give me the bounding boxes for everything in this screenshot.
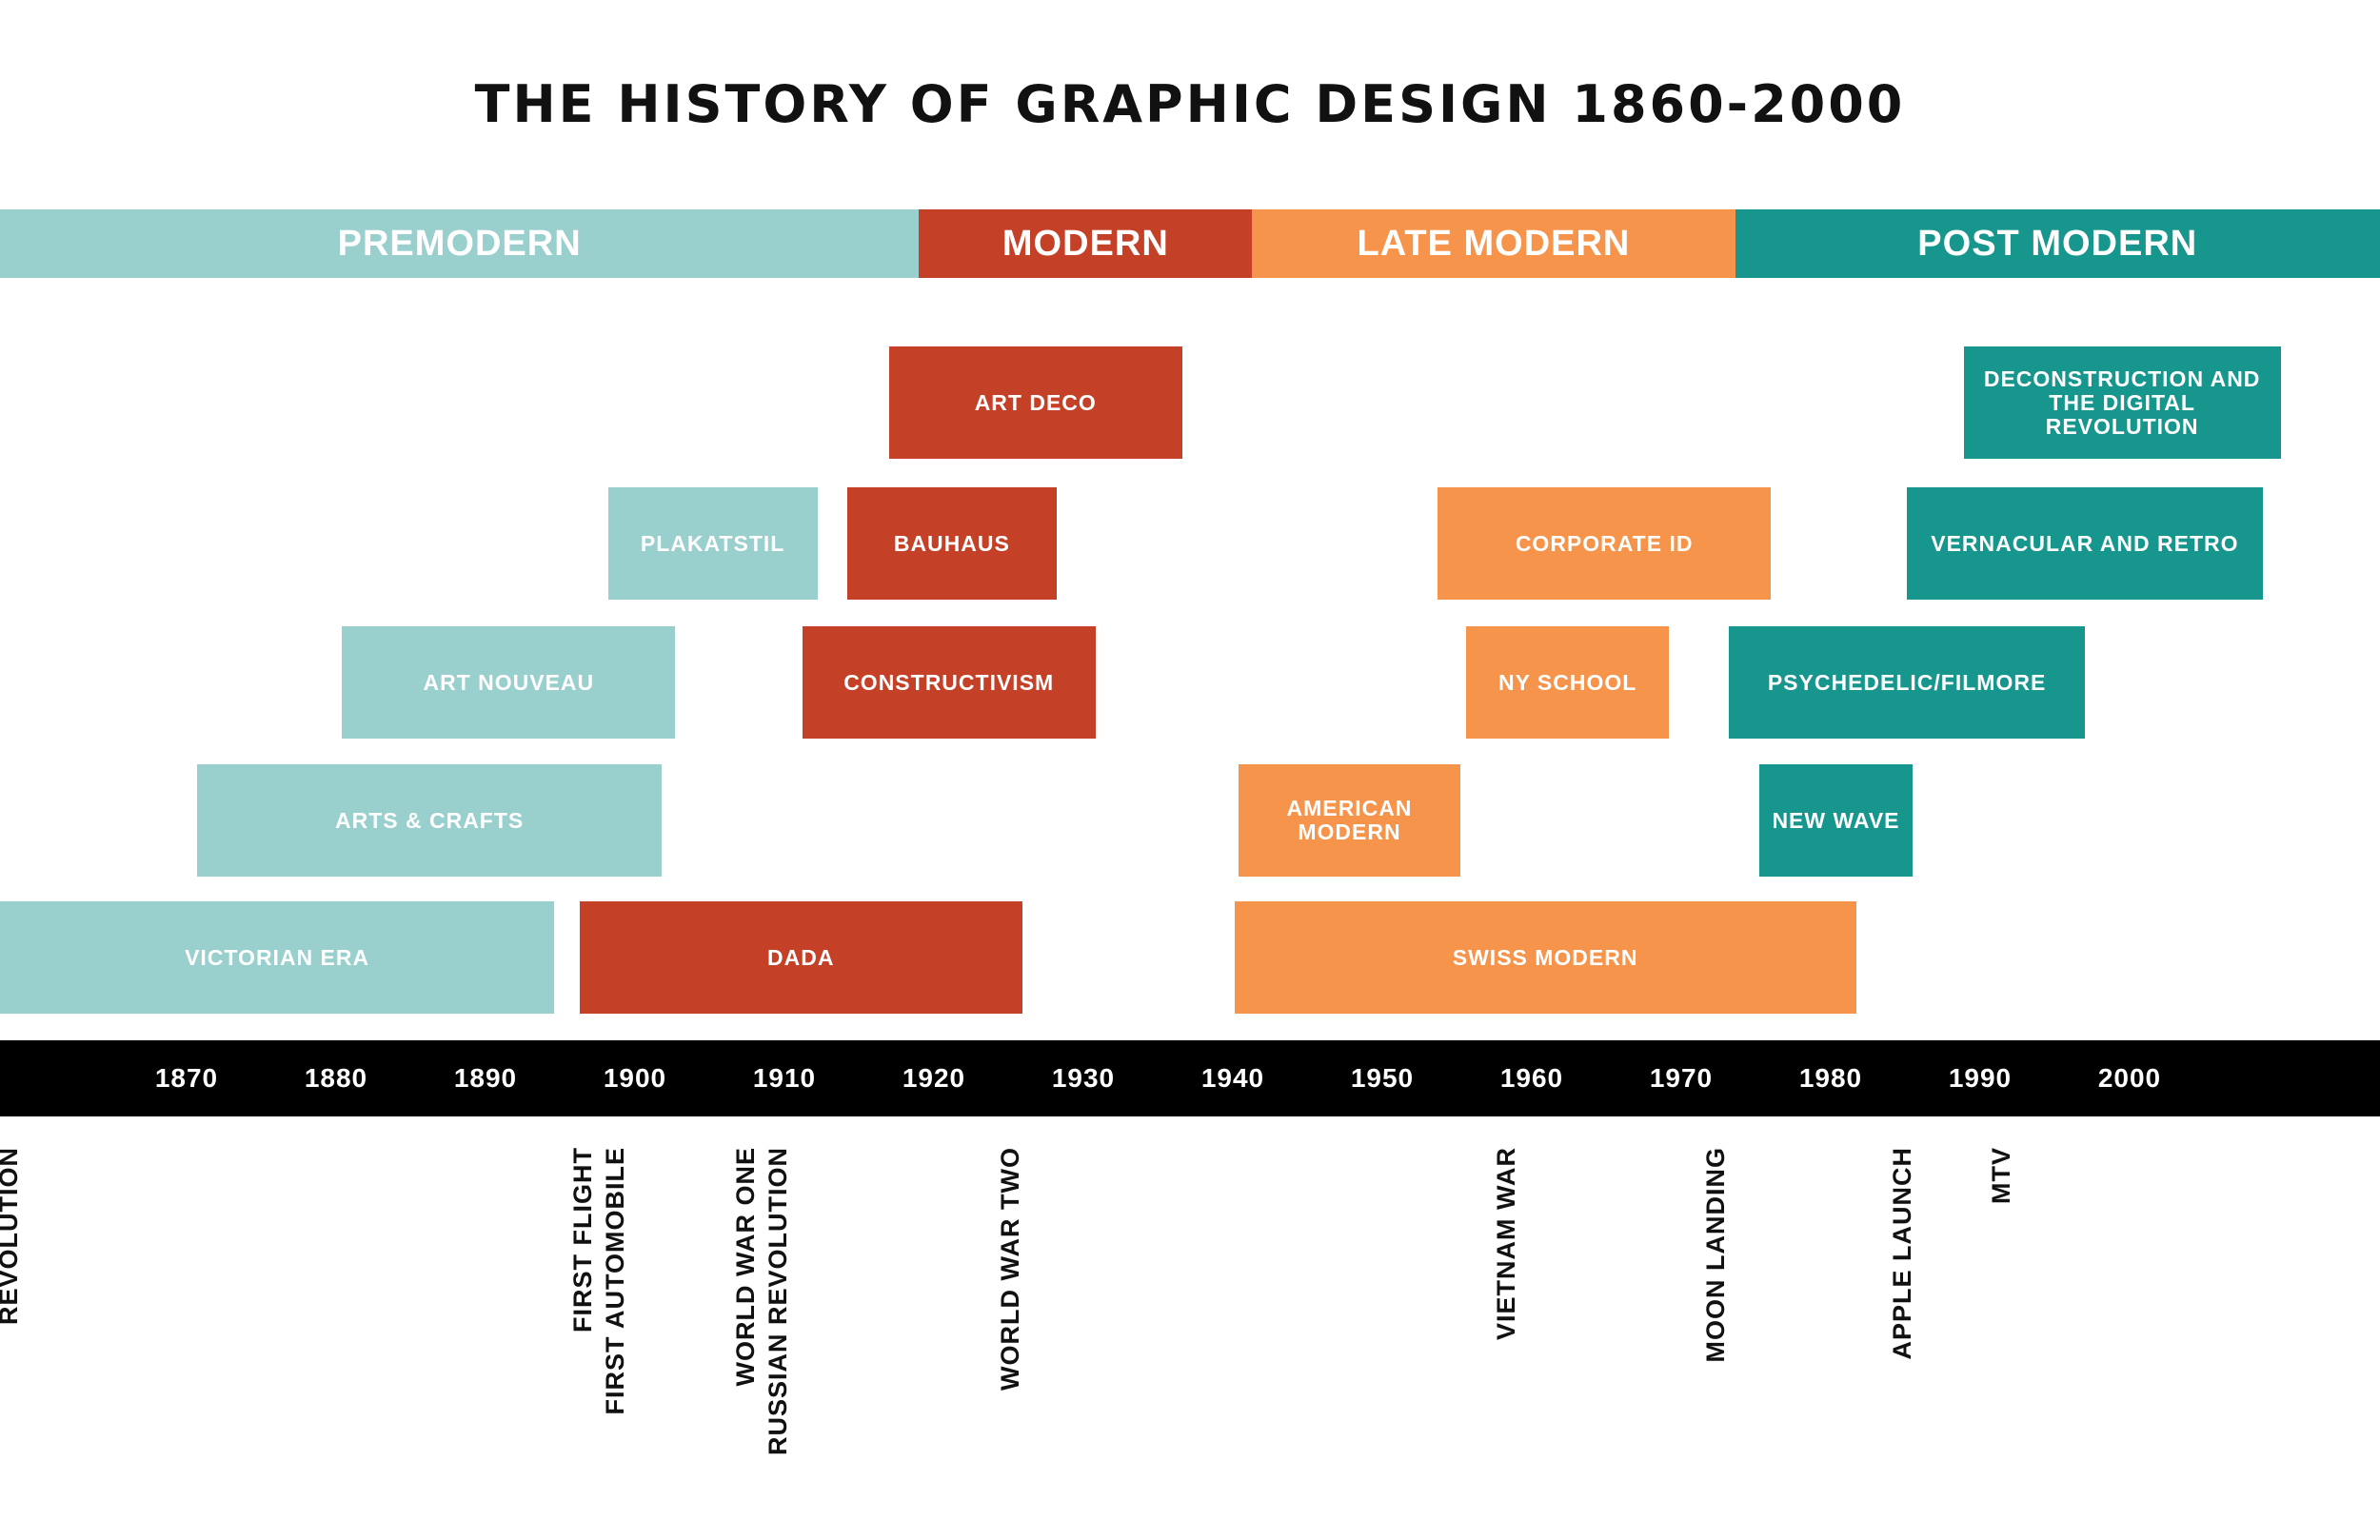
event-label-line: MOON LANDING [1701, 1147, 1731, 1363]
tick-label-1970: 1970 [1649, 1063, 1714, 1093]
era-premodern: PREMODERN [0, 209, 920, 278]
event-label: INDUSTRIALREVOLUTION [0, 1147, 25, 1325]
event-label-line: FIRST FLIGHT [568, 1147, 598, 1333]
movement-new-wave: NEW WAVE [1758, 764, 1914, 877]
event-label: VIETNAM WAR [1490, 1147, 1522, 1340]
tick-label-1990: 1990 [1948, 1063, 2013, 1093]
event-label-line: APPLE LAUNCH [1888, 1147, 1917, 1360]
tick-label-1900: 1900 [603, 1063, 667, 1093]
event-label: MTV [1985, 1147, 2017, 1204]
event-label: WORLD WAR ONE RUSSIAN REVOLUTION [729, 1147, 794, 1455]
tick-label-1890: 1890 [453, 1063, 518, 1093]
era-late-modern: LATE MODERN [1252, 209, 1735, 278]
event-label-line: RUSSIAN REVOLUTION [764, 1147, 793, 1456]
event-label: APPLE LAUNCH [1886, 1147, 1918, 1360]
event-label-line: MTV [1986, 1147, 2015, 1204]
event-label: MOON LANDING [1699, 1147, 1732, 1362]
movement-deconstruction-and-the-digital-revolution: DECONSTRUCTION AND THE DIGITAL REVOLUTIO… [1963, 346, 2281, 459]
tick-label-2000: 2000 [2097, 1063, 2162, 1093]
tick-label-1950: 1950 [1350, 1063, 1415, 1093]
tick-label-1940: 1940 [1200, 1063, 1265, 1093]
movement-arts-crafts: ARTS & CRAFTS [196, 764, 663, 877]
movement-american-modern: AMERICAN MODERN [1239, 764, 1460, 877]
movement-dada: DADA [579, 901, 1022, 1014]
tick-label-1880: 1880 [304, 1063, 368, 1093]
event-label-line: REVOLUTION [0, 1147, 23, 1326]
tick-label-1870: 1870 [154, 1063, 219, 1093]
movement-corporate-id: CORPORATE ID [1438, 487, 1772, 600]
event-label-line: WORLD WAR ONE [731, 1147, 761, 1387]
event-label-line: WORLD WAR TWO [996, 1147, 1025, 1391]
movement-victorian-era: VICTORIAN ERA [0, 901, 555, 1014]
movement-art-nouveau: ART NOUVEAU [342, 626, 676, 739]
timeline-axis [0, 1040, 2380, 1116]
event-label-line: VIETNAM WAR [1492, 1147, 1521, 1340]
tick-label-1920: 1920 [902, 1063, 966, 1093]
era-modern: MODERN [919, 209, 1253, 278]
tick-label-1910: 1910 [752, 1063, 817, 1093]
movement-ny-school: NY SCHOOL [1465, 626, 1670, 739]
tick-label-1960: 1960 [1499, 1063, 1564, 1093]
movement-plakatstil: PLAKATSTIL [607, 487, 818, 600]
movement-vernacular-and-retro: VERNACULAR AND RETRO [1907, 487, 2263, 600]
page-title: THE HISTORY OF GRAPHIC DESIGN 1860-2000 [474, 74, 1906, 134]
movement-art-deco: ART DECO [888, 346, 1182, 459]
movement-bauhaus: BAUHAUS [846, 487, 1057, 600]
event-label-line: FIRST AUTOMOBILE [601, 1147, 630, 1415]
tick-label-1930: 1930 [1051, 1063, 1116, 1093]
movement-swiss-modern: SWISS MODERN [1234, 901, 1856, 1014]
tick-label-1980: 1980 [1798, 1063, 1863, 1093]
event-label: FIRST FLIGHT FIRST AUTOMOBILE [566, 1147, 631, 1415]
era-post-modern: POST MODERN [1735, 209, 2380, 278]
movement-psychedelic-filmore: PSYCHEDELIC/FILMORE [1729, 626, 2085, 739]
movement-constructivism: CONSTRUCTIVISM [802, 626, 1096, 739]
event-label: WORLD WAR TWO [994, 1147, 1026, 1391]
